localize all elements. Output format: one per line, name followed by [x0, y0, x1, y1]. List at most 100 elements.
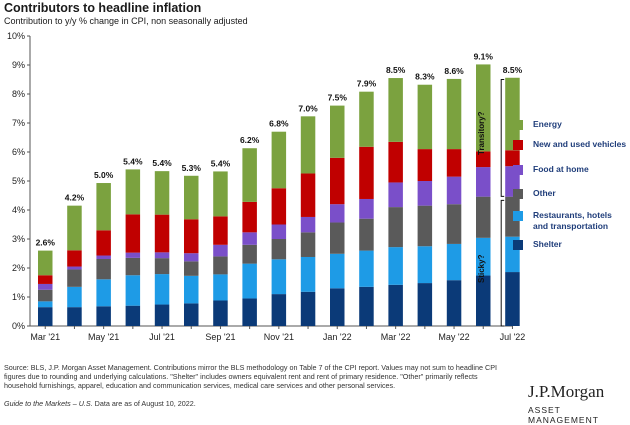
total-label: 7.5%	[328, 93, 348, 103]
bar-segment	[271, 131, 287, 189]
bar-segment	[125, 257, 141, 276]
sticky-bracket	[500, 199, 505, 327]
bar-segment	[300, 291, 316, 326]
bar-segment	[417, 246, 433, 284]
asset-management-label: ASSET MANAGEMENT	[528, 405, 599, 425]
bar-segment	[359, 146, 374, 199]
bar-segment	[67, 266, 82, 270]
x-tick-label: Jul '21	[149, 332, 175, 342]
bar-segment	[96, 279, 111, 307]
footnote-source: Source: BLS, J.P. Morgan Asset Managemen…	[4, 363, 498, 390]
bar-segment	[184, 261, 199, 276]
bar-segment	[417, 181, 433, 206]
total-label: 5.4%	[211, 158, 231, 168]
total-label: 5.0%	[94, 170, 114, 180]
bar-segment	[184, 303, 199, 326]
total-label: 5.4%	[152, 158, 172, 168]
bar-segment	[38, 307, 53, 326]
bar-segment	[300, 116, 316, 174]
bar-segment	[300, 232, 316, 257]
jpmorgan-logo: J.P.Morgan	[528, 382, 605, 401]
bar-segment	[476, 64, 491, 152]
data-asof: Data are as of August 10, 2022.	[92, 399, 196, 408]
sticky-annotation: Sticky?	[477, 254, 486, 283]
transitory-annotation: Transitory?	[477, 111, 486, 155]
bar-segment	[38, 289, 53, 302]
x-tick-label: Jan '22	[323, 332, 352, 342]
bar-segment	[184, 175, 199, 220]
bar-segment	[67, 286, 82, 308]
bar-segment	[96, 306, 111, 326]
total-label: 4.2%	[65, 193, 85, 203]
bar-segment	[505, 272, 520, 326]
bar-segment	[271, 239, 287, 260]
bar-segment	[213, 300, 228, 326]
bar-segment	[242, 201, 257, 233]
bar-segment	[417, 84, 433, 150]
bar-segment	[242, 148, 257, 202]
y-tick-label: 0%	[12, 321, 25, 331]
bar-segment	[476, 237, 491, 276]
total-label: 7.0%	[298, 103, 318, 113]
bar-segment	[125, 252, 141, 258]
chart-subtitle: Contribution to y/y % change in CPI, non…	[4, 16, 248, 26]
y-tick-label: 9%	[12, 60, 25, 70]
y-tick-label: 6%	[12, 147, 25, 157]
bar-segment	[417, 283, 433, 326]
bar-segment	[213, 216, 228, 245]
bar-segment	[96, 255, 111, 260]
total-label: 9.1%	[474, 51, 494, 61]
bar-segment	[125, 275, 141, 306]
bar-segment	[38, 301, 53, 308]
bar-segment	[359, 250, 374, 287]
total-label: 8.6%	[444, 66, 464, 76]
bar-segment	[38, 275, 53, 284]
chart-title: Contributors to headline inflation	[4, 1, 202, 15]
total-label: 5.4%	[123, 156, 143, 166]
total-label: 7.9%	[357, 79, 377, 89]
bar-segment	[330, 253, 345, 289]
y-tick-label: 2%	[12, 263, 25, 273]
guide-title: Guide to the Markets – U.S.	[4, 399, 93, 408]
bar-segment	[505, 236, 520, 273]
bar-segment	[67, 269, 82, 287]
transitory-bracket	[500, 79, 505, 197]
y-tick-label: 5%	[12, 176, 25, 186]
bar-segment	[96, 230, 111, 256]
bar-segment	[446, 176, 462, 205]
x-tick-label: May '22	[438, 332, 469, 342]
bar-segment	[446, 78, 462, 150]
bar-segment	[505, 150, 520, 167]
total-label: 2.6%	[36, 238, 56, 248]
bar-segment	[359, 218, 374, 251]
bar-segment	[388, 247, 403, 285]
bar-segment	[213, 256, 228, 275]
bar-segment	[446, 204, 462, 244]
bar-segment	[359, 91, 374, 147]
x-tick-label: Jul '22	[500, 332, 526, 342]
bar-segment	[359, 198, 374, 219]
bar-segment	[505, 77, 520, 151]
x-tick-label: Mar '21	[30, 332, 60, 342]
footnote-guide: Guide to the Markets – U.S. Data are as …	[4, 399, 196, 408]
bar-segment	[154, 214, 170, 253]
bar-segment	[96, 183, 111, 231]
bar-segment	[417, 149, 433, 181]
bar-segment	[184, 219, 199, 254]
bar-segment	[67, 205, 82, 251]
bar-segment	[388, 78, 403, 142]
bar-segment	[67, 250, 82, 267]
bar-segment	[446, 280, 462, 326]
y-tick-label: 3%	[12, 234, 25, 244]
bar-segment	[184, 253, 199, 262]
bar-segment	[446, 243, 462, 281]
bar-segment	[125, 169, 141, 215]
bar-segment	[125, 214, 141, 253]
total-label: 6.2%	[240, 135, 260, 145]
x-tick-label: May '21	[88, 332, 119, 342]
total-label: 8.3%	[415, 72, 435, 82]
bar-segment	[300, 216, 316, 233]
x-tick-label: Nov '21	[264, 332, 294, 342]
bar-segment	[38, 250, 53, 276]
